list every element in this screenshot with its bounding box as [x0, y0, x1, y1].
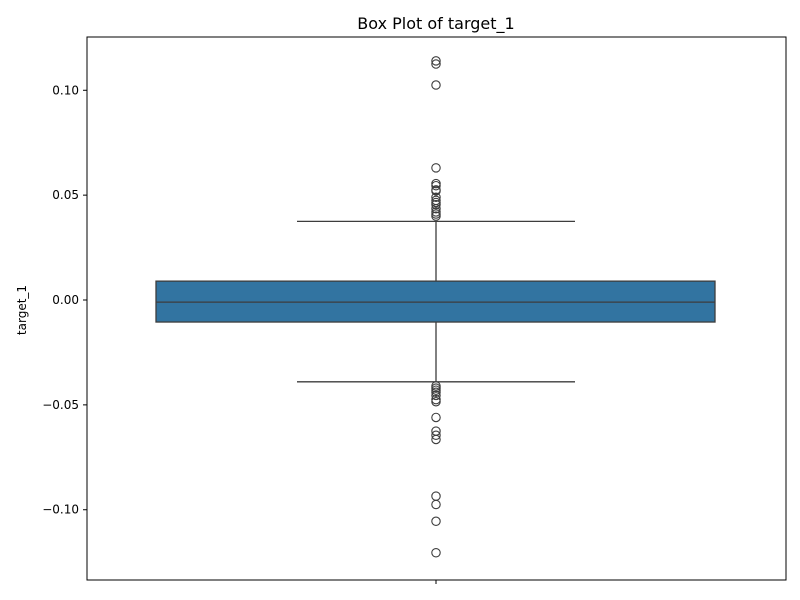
outlier-point: [431, 163, 441, 173]
outlier-point: [431, 499, 441, 510]
outlier-point: [431, 390, 441, 401]
outlier-point: [431, 186, 441, 196]
y-tick-label: −0.10: [42, 503, 79, 517]
outlier-point: [431, 430, 441, 441]
plot-area: 0.10 0.05 0.00 −0.05 −0.10: [42, 36, 787, 584]
y-tick-label: 0.05: [52, 188, 79, 202]
outlier-point: [431, 180, 441, 191]
outlier-point: [431, 412, 441, 423]
outlier-point: [431, 209, 441, 219]
y-tick-label: 0.00: [52, 293, 79, 307]
outlier-point: [431, 80, 441, 90]
outlier-point: [431, 211, 441, 221]
outlier-point: [431, 516, 441, 527]
outlier-point: [431, 396, 441, 407]
outlier-point: [431, 56, 441, 66]
outlier-point: [431, 59, 441, 69]
y-tick-label: 0.10: [52, 83, 79, 97]
outlier-point: [431, 204, 441, 214]
y-tick-label: −0.05: [42, 398, 79, 412]
y-axis-label: target_1: [15, 285, 29, 335]
outlier-point: [431, 199, 441, 210]
chart-title: Box Plot of target_1: [357, 14, 514, 34]
outlier-point: [431, 547, 441, 558]
outlier-point: [431, 434, 441, 445]
outlier-point: [431, 192, 441, 202]
outlier-point: [431, 491, 441, 501]
outlier-point: [431, 387, 441, 398]
